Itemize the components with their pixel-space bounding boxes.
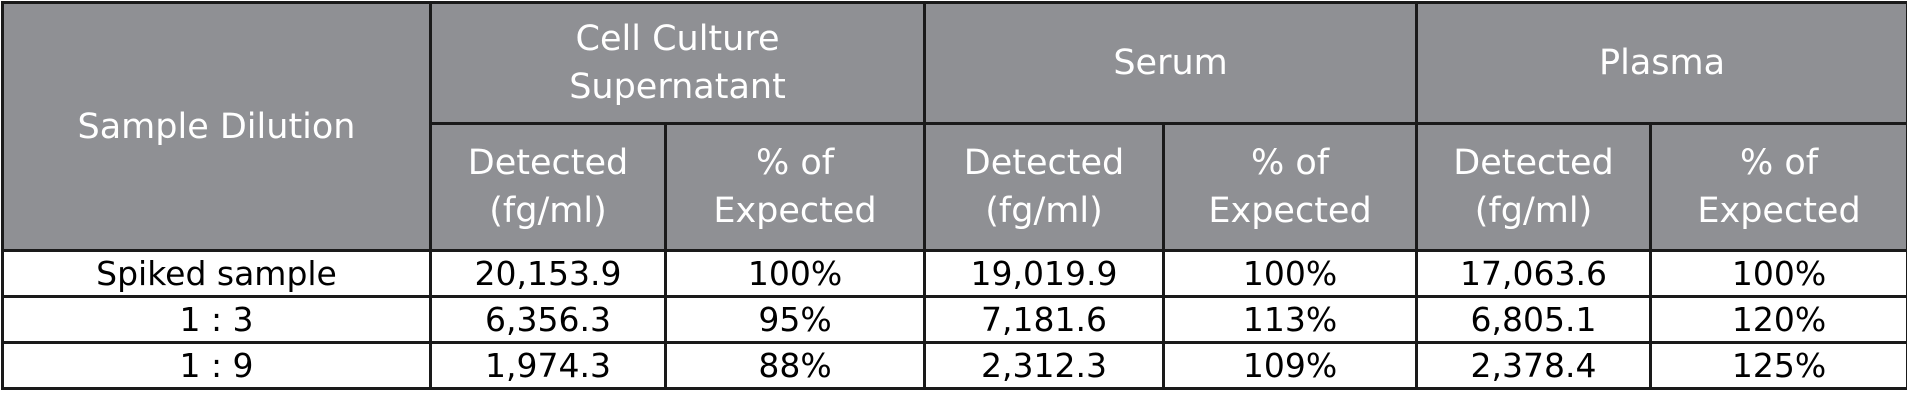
header-line: Detected [926,139,1162,187]
subheader: Detected(fg/ml) [431,124,666,251]
group-header: Plasma [1417,3,1907,124]
cell: 6,805.1 [1417,297,1651,343]
cell: 120% [1651,297,1907,343]
cell: 17,063.6 [1417,251,1651,297]
header-line: Serum [926,39,1415,87]
cell: 7,181.6 [925,297,1164,343]
subheader: Detected(fg/ml) [1417,124,1651,251]
header-line: % of [1652,139,1906,187]
header-line: (fg/ml) [1418,187,1649,235]
cell: 100% [666,251,925,297]
header-line: (fg/ml) [432,187,664,235]
row-label: 1 : 9 [3,343,431,389]
subheader: Detected(fg/ml) [925,124,1164,251]
header-line: Detected [1418,139,1649,187]
cell: 100% [1164,251,1417,297]
header-line: Detected [432,139,664,187]
cell: 19,019.9 [925,251,1164,297]
header-line: Plasma [1418,39,1906,87]
cell: 2,312.3 [925,343,1164,389]
header-line: Expected [667,187,923,235]
cell: 100% [1651,251,1907,297]
header-line: % of [1165,139,1415,187]
header-line: Supernatant [432,63,923,111]
cell: 88% [666,343,925,389]
cell: 125% [1651,343,1907,389]
row-label: 1 : 3 [3,297,431,343]
header-line: (fg/ml) [926,187,1162,235]
cell: 109% [1164,343,1417,389]
group-header: Serum [925,3,1417,124]
cell: 1,974.3 [431,343,666,389]
header-line: Cell Culture [432,15,923,63]
header-line: Expected [1652,187,1906,235]
cell: 2,378.4 [1417,343,1651,389]
cell: 113% [1164,297,1417,343]
cell: 95% [666,297,925,343]
row-label: Spiked sample [3,251,431,297]
corner-header: Sample Dilution [3,3,431,251]
header-line: % of [667,139,923,187]
header-line: Expected [1165,187,1415,235]
cell: 6,356.3 [431,297,666,343]
cell: 20,153.9 [431,251,666,297]
